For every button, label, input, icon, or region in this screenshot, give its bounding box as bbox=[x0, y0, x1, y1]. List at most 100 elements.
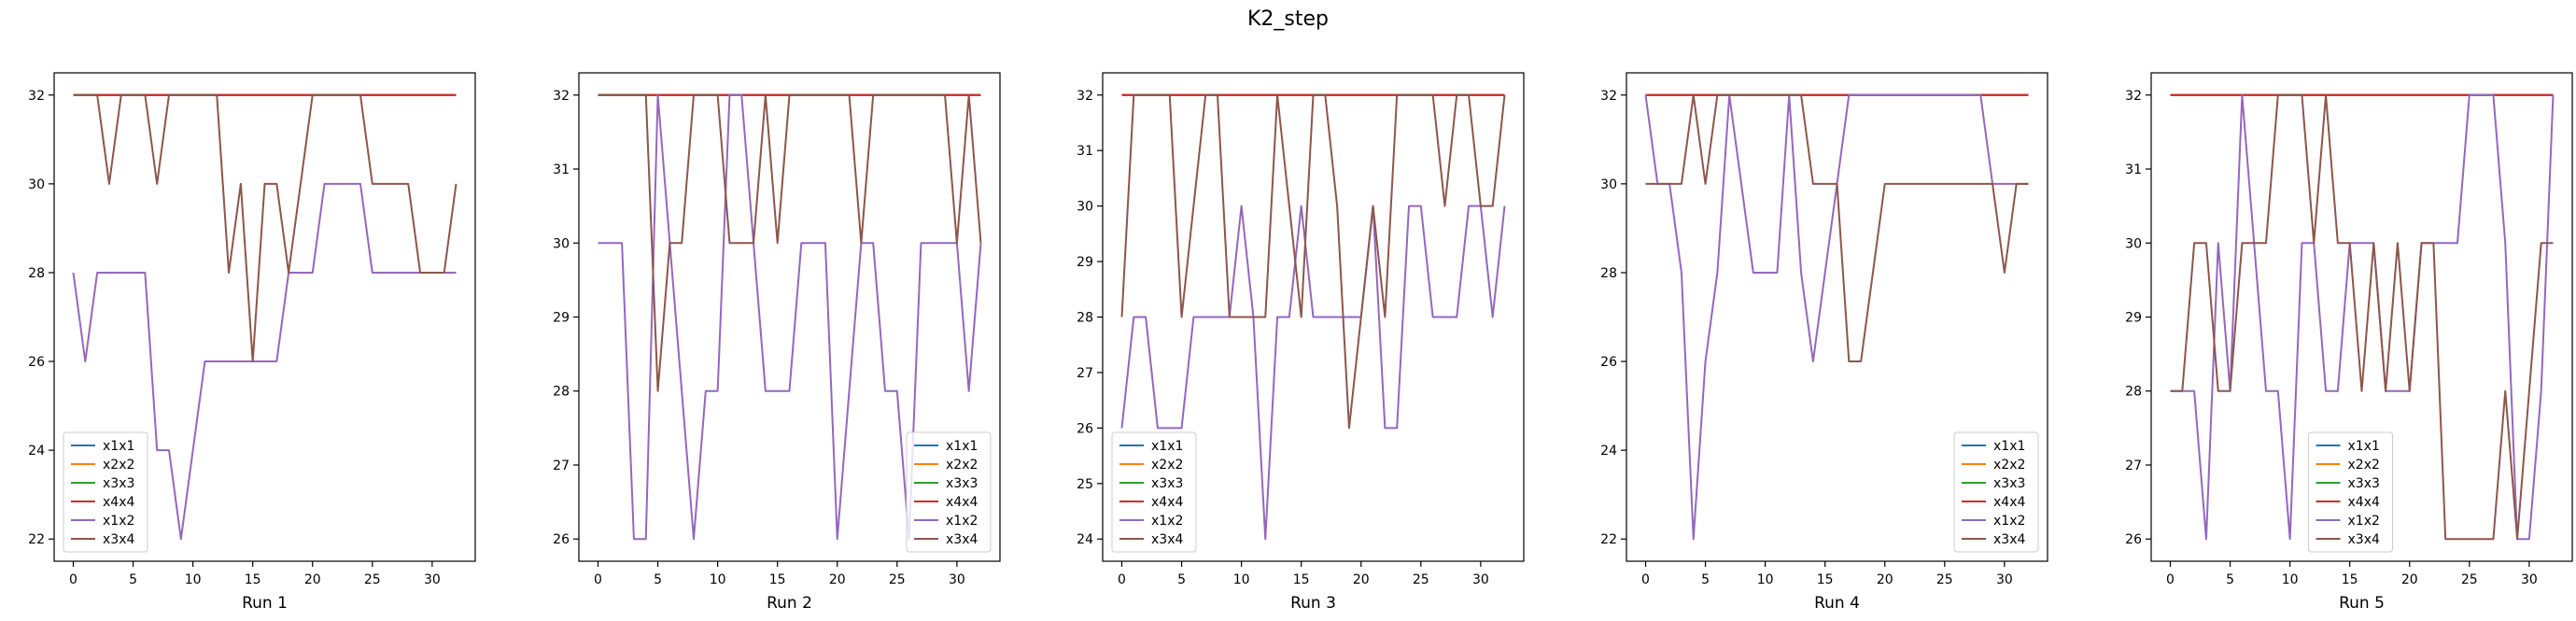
legend-label-x2x2: x2x2 bbox=[1151, 458, 1183, 473]
y-tick-label: 28 bbox=[553, 385, 570, 400]
y-tick-label: 28 bbox=[1077, 311, 1093, 326]
legend-label-x1x2: x1x2 bbox=[1151, 514, 1183, 529]
y-tick-label: 32 bbox=[1077, 89, 1093, 104]
y-tick-label: 32 bbox=[2125, 89, 2142, 104]
legend-label-x3x4: x3x4 bbox=[2348, 532, 2380, 547]
x-tick-label: 5 bbox=[129, 572, 137, 587]
y-tick-label: 26 bbox=[553, 532, 570, 547]
y-tick-label: 26 bbox=[28, 355, 45, 370]
x-tick-label: 30 bbox=[424, 572, 441, 587]
x-axis-label: Run 5 bbox=[2339, 594, 2385, 613]
x-tick-label: 5 bbox=[1177, 572, 1186, 587]
legend-label-x2x2: x2x2 bbox=[1993, 458, 2025, 473]
x-axis-label: Run 2 bbox=[767, 594, 812, 613]
y-tick-label: 24 bbox=[1600, 444, 1617, 459]
legend: x1x1 x2x2 x3x3 x4x4 x1x2 x3x4 bbox=[63, 431, 148, 553]
x-axis-label: Run 3 bbox=[1290, 594, 1336, 613]
legend-label-x3x3: x3x3 bbox=[2348, 476, 2380, 491]
y-tick-label: 24 bbox=[28, 444, 45, 459]
y-tick-label: 25 bbox=[1077, 477, 1093, 492]
x-tick-label: 5 bbox=[1701, 572, 1710, 587]
y-tick-label: 22 bbox=[28, 532, 45, 547]
x-tick-label: 20 bbox=[304, 572, 321, 587]
series-line-x3x4 bbox=[598, 93, 982, 392]
axes-frame bbox=[53, 72, 476, 562]
x-tick-label: 0 bbox=[594, 572, 602, 587]
series-line-x1x2 bbox=[72, 182, 457, 541]
legend-label-x3x4: x3x4 bbox=[946, 532, 978, 547]
legend-label-x1x2: x1x2 bbox=[946, 514, 978, 529]
legend-box bbox=[1953, 431, 2039, 553]
x-tick-label: 25 bbox=[889, 572, 906, 587]
axes-frame bbox=[1626, 72, 2048, 562]
x-tick-label: 25 bbox=[364, 572, 381, 587]
legend-box bbox=[2308, 431, 2393, 553]
x-axis-label: Run 1 bbox=[242, 594, 288, 613]
y-tick-label: 32 bbox=[553, 89, 570, 104]
legend-box bbox=[906, 431, 992, 553]
y-tick-label: 27 bbox=[2125, 459, 2142, 473]
subplot-run-1: 0 5 10 15 20 25 30 22 24 26 28 30 32 Run 1 x1x1 x2x2 x3x… bbox=[28, 72, 476, 613]
y-tick-label: 26 bbox=[2125, 532, 2142, 547]
x-tick-label: 15 bbox=[1293, 572, 1310, 587]
legend-label-x3x3: x3x3 bbox=[1993, 476, 2025, 491]
y-tick-label: 30 bbox=[553, 236, 570, 251]
legend-label-x1x1: x1x1 bbox=[2348, 439, 2380, 454]
figure-title: K2_step bbox=[1247, 7, 1329, 31]
x-tick-label: 5 bbox=[2226, 572, 2234, 587]
legend-label-x3x4: x3x4 bbox=[1993, 532, 2025, 547]
x-tick-label: 25 bbox=[2461, 572, 2478, 587]
y-tick-label: 29 bbox=[553, 311, 570, 326]
y-tick-label: 22 bbox=[1600, 532, 1617, 547]
y-tick-label: 28 bbox=[28, 266, 45, 281]
legend-label-x3x3: x3x3 bbox=[103, 476, 134, 491]
x-tick-label: 0 bbox=[1641, 572, 1650, 587]
series-line-x3x4 bbox=[1645, 93, 2029, 363]
series-line-x1x2 bbox=[598, 93, 982, 541]
legend-label-x3x4: x3x4 bbox=[1151, 532, 1183, 547]
legend-label-x4x4: x4x4 bbox=[103, 495, 134, 510]
x-tick-label: 10 bbox=[1757, 572, 1774, 587]
legend-label-x3x3: x3x3 bbox=[946, 476, 978, 491]
legend-label-x1x2: x1x2 bbox=[2348, 514, 2380, 529]
x-tick-label: 0 bbox=[2166, 572, 2175, 587]
series-line-x1x2 bbox=[1120, 205, 1506, 541]
y-tick-label: 31 bbox=[2125, 162, 2142, 177]
legend-label-x3x4: x3x4 bbox=[103, 532, 134, 547]
x-tick-label: 30 bbox=[1472, 572, 1489, 587]
x-tick-label: 15 bbox=[245, 572, 261, 587]
y-tick-label: 27 bbox=[553, 459, 570, 473]
legend-label-x1x1: x1x1 bbox=[103, 439, 134, 454]
y-tick-label: 30 bbox=[28, 177, 45, 192]
legend-label-x2x2: x2x2 bbox=[946, 458, 978, 473]
y-tick-label: 28 bbox=[2125, 385, 2142, 400]
x-tick-label: 0 bbox=[1118, 572, 1126, 587]
y-tick-label: 26 bbox=[1600, 355, 1617, 370]
x-axis-label: Run 4 bbox=[1814, 594, 1860, 613]
x-tick-label: 25 bbox=[1936, 572, 1953, 587]
legend-label-x4x4: x4x4 bbox=[1993, 495, 2025, 510]
x-tick-label: 20 bbox=[1877, 572, 1893, 587]
x-tick-label: 30 bbox=[949, 572, 965, 587]
legend: x1x1 x2x2 x3x3 x4x4 x1x2 x3x4 bbox=[1953, 431, 2039, 553]
x-tick-label: 5 bbox=[654, 572, 662, 587]
x-tick-label: 0 bbox=[69, 572, 77, 587]
legend: x1x1 x2x2 x3x3 x4x4 x1x2 x3x4 bbox=[1111, 431, 1197, 553]
y-tick-label: 31 bbox=[1077, 144, 1093, 159]
x-tick-label: 20 bbox=[1353, 572, 1370, 587]
legend: x1x1 x2x2 x3x3 x4x4 x1x2 x3x4 bbox=[906, 431, 992, 553]
x-tick-label: 20 bbox=[829, 572, 846, 587]
series-line-x1x2 bbox=[2170, 93, 2555, 541]
legend-label-x3x3: x3x3 bbox=[1151, 476, 1183, 491]
y-tick-label: 27 bbox=[1077, 366, 1093, 381]
y-tick-label: 26 bbox=[1077, 421, 1093, 436]
x-tick-label: 20 bbox=[2401, 572, 2418, 587]
y-tick-label: 30 bbox=[1600, 177, 1617, 192]
y-tick-label: 24 bbox=[1077, 532, 1093, 547]
x-tick-label: 25 bbox=[1413, 572, 1429, 587]
legend-label-x4x4: x4x4 bbox=[946, 495, 978, 510]
